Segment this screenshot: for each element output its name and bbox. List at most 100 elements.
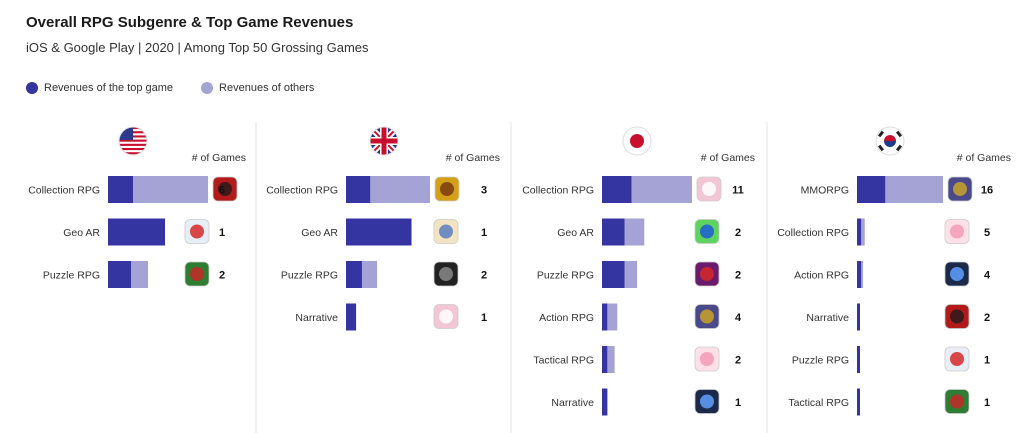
- game-app-icon: [944, 346, 970, 372]
- game-app-icon: [694, 304, 720, 329]
- game-count: 2: [735, 227, 741, 239]
- bar-top-game: [857, 388, 860, 416]
- chart-title: Overall RPG Subgenre & Top Game Revenues: [26, 14, 354, 31]
- game-count: 5: [984, 227, 990, 239]
- bar-top-game: [108, 218, 165, 246]
- bar-top-game: [602, 303, 608, 331]
- panel-south-korea: # of Games MMORPG 16 Collection RPG 5 Action …: [777, 126, 1011, 416]
- game-app-icon: [694, 346, 720, 372]
- game-app-icon: [944, 389, 970, 414]
- bar-top-game: [602, 176, 632, 203]
- game-app-icon: [184, 219, 210, 244]
- bar-others: [370, 176, 430, 203]
- game-app-icon: [944, 261, 970, 287]
- subgenre-label: Narrative: [806, 312, 849, 324]
- count-header: # of Games: [192, 152, 246, 164]
- korea-flag-icon: [875, 126, 905, 156]
- panel-japan: # of Games Collection RPG 11 Geo AR 2 Puzzle …: [522, 126, 755, 416]
- subgenre-label: Narrative: [551, 397, 594, 409]
- bar-others: [624, 218, 645, 246]
- game-app-icon: [434, 176, 460, 202]
- game-app-icon: [947, 176, 973, 202]
- bar-others: [361, 261, 378, 288]
- subgenre-label: Collection RPG: [28, 185, 100, 197]
- bar-top-game: [602, 218, 625, 246]
- uk-flag-icon: [369, 126, 399, 156]
- game-count: 1: [219, 227, 225, 239]
- game-count: 1: [735, 397, 741, 409]
- game-app-icon: [433, 261, 459, 287]
- subgenre-label: Collection RPG: [522, 185, 594, 197]
- bar-top-game: [346, 176, 371, 203]
- subgenre-label: Puzzle RPG: [792, 355, 849, 367]
- subgenre-label: Geo AR: [63, 227, 100, 239]
- bar-top-game: [857, 261, 862, 288]
- game-app-icon: [694, 219, 720, 244]
- bar-top-game: [857, 303, 860, 331]
- subgenre-label: Puzzle RPG: [537, 270, 594, 282]
- subgenre-label: Collection RPG: [777, 227, 849, 239]
- bar-top-game: [346, 261, 362, 288]
- game-app-icon: [694, 389, 720, 414]
- bar-top-game: [346, 303, 357, 331]
- game-count: 2: [735, 270, 741, 282]
- game-count: 3: [481, 185, 487, 197]
- bar-top-game: [857, 346, 860, 373]
- legend: Revenues of the top game Revenues of oth…: [26, 82, 342, 94]
- game-count: 1: [984, 355, 990, 367]
- game-count: 1: [481, 227, 487, 239]
- bar-others: [607, 346, 615, 373]
- bar-others: [607, 303, 618, 331]
- game-count: 16: [981, 185, 993, 197]
- us-flag-icon: [118, 126, 148, 156]
- bar-others: [631, 176, 692, 203]
- bar-others: [131, 261, 148, 288]
- subgenre-label: Collection RPG: [266, 185, 338, 197]
- count-header: # of Games: [957, 152, 1011, 164]
- game-count: 2: [219, 270, 225, 282]
- panel-uk: # of Games Collection RPG 3 Geo AR 1 Puzzle R…: [266, 126, 500, 331]
- game-app-icon: [694, 261, 720, 287]
- legend-label-top-game: Revenues of the top game: [44, 82, 174, 94]
- bar-others: [885, 176, 943, 203]
- game-app-icon: [184, 261, 210, 287]
- subgenre-label: MMORPG: [801, 185, 849, 197]
- subgenre-label: Narrative: [295, 312, 338, 324]
- subgenre-label: Puzzle RPG: [43, 270, 100, 282]
- game-app-icon: [944, 219, 970, 244]
- game-app-icon: [696, 176, 722, 202]
- game-app-icon: [212, 176, 238, 202]
- subgenre-label: Tactical RPG: [788, 397, 849, 409]
- game-count: 2: [984, 312, 990, 324]
- count-header: # of Games: [446, 152, 500, 164]
- game-count: 2: [481, 270, 487, 282]
- count-header: # of Games: [701, 152, 755, 164]
- bar-others: [861, 261, 864, 288]
- panel-us: # of Games Collection RPG 6 Geo AR 1 Puzzle R…: [28, 126, 246, 288]
- game-count: 2: [735, 355, 741, 367]
- bar-top-game: [108, 261, 131, 288]
- game-count: 4: [984, 270, 991, 282]
- game-app-icon: [433, 219, 459, 244]
- legend-item-others: Revenues of others: [201, 82, 314, 94]
- subgenre-label: Action RPG: [539, 312, 594, 324]
- subgenre-label: Puzzle RPG: [281, 270, 338, 282]
- game-count: 1: [481, 312, 487, 324]
- legend-item-top-game: Revenues of the top game: [26, 82, 173, 94]
- bar-top-game: [346, 218, 412, 246]
- chart-subtitle: iOS & Google Play | 2020 | Among Top 50 …: [26, 40, 369, 55]
- legend-label-others: Revenues of others: [219, 82, 315, 94]
- game-count: 1: [984, 397, 990, 409]
- bar-others: [133, 176, 208, 203]
- bar-top-game: [602, 388, 608, 416]
- japan-flag-icon: [622, 126, 652, 156]
- bar-top-game: [108, 176, 133, 203]
- game-count: 4: [735, 312, 742, 324]
- bar-top-game: [602, 261, 625, 288]
- bar-top-game: [857, 176, 886, 203]
- subgenre-label: Tactical RPG: [533, 355, 594, 367]
- legend-swatch-top-game: [26, 82, 38, 94]
- game-app-icon: [433, 304, 459, 329]
